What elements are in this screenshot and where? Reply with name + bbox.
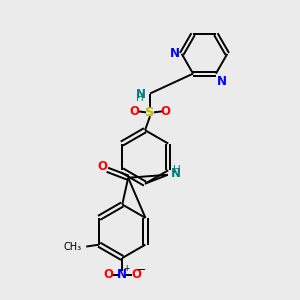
Text: CH₃: CH₃ (63, 242, 81, 252)
Text: O: O (98, 160, 107, 173)
Text: N: N (217, 75, 227, 88)
Text: S: S (145, 106, 155, 119)
Text: N: N (136, 88, 146, 101)
Text: O: O (131, 268, 141, 281)
Text: H: H (173, 165, 181, 175)
Text: −: − (136, 265, 146, 275)
Text: N: N (117, 268, 127, 281)
Text: O: O (103, 268, 113, 281)
Text: O: O (161, 105, 171, 118)
Text: H: H (136, 94, 144, 103)
Text: N: N (171, 167, 181, 180)
Text: N: N (170, 47, 180, 60)
Text: O: O (129, 105, 139, 118)
Text: +: + (123, 264, 129, 273)
